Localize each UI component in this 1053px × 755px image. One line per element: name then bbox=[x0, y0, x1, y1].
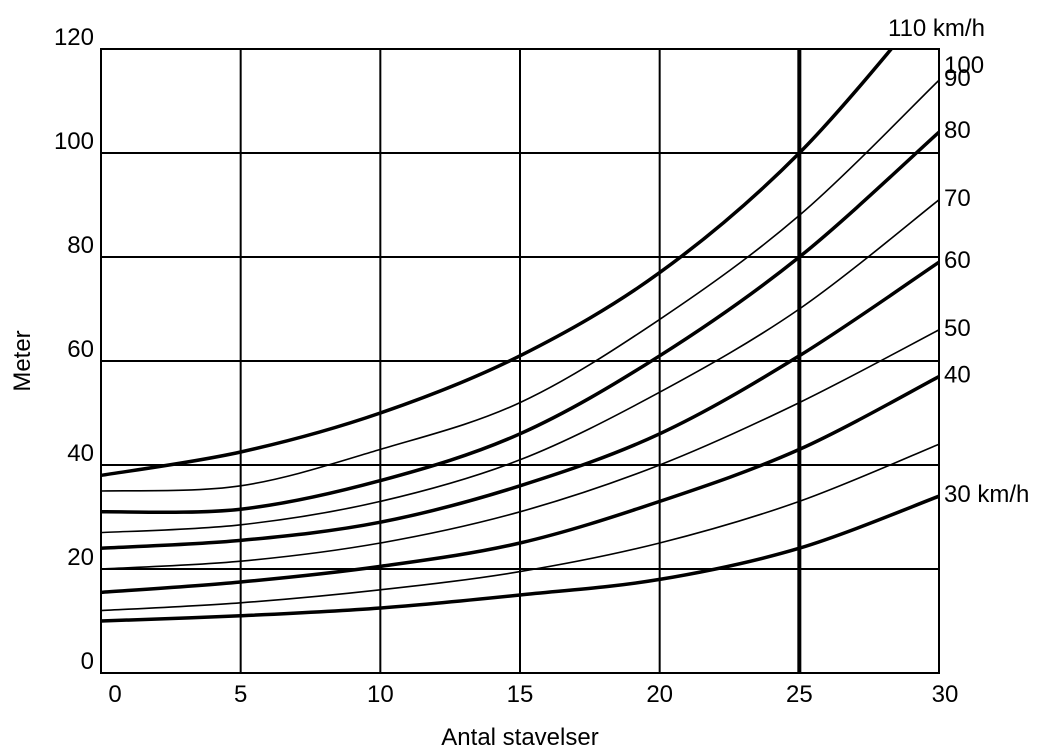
x-axis-title: Antal stavelser bbox=[441, 724, 598, 751]
x-tick-label-25: 25 bbox=[786, 681, 813, 708]
label-layer: 0 5 10 15 20 25 30 0 20 40 60 80 100 120 30 km/h 40 50 60… bbox=[54, 24, 1029, 708]
y-tick-label-100: 100 bbox=[54, 128, 94, 155]
series-label-30-km-h: 30 km/h bbox=[944, 481, 1029, 508]
series-line-100 bbox=[101, 49, 894, 478]
y-tick-label-0: 0 bbox=[81, 648, 94, 675]
y-tick-label-120: 120 bbox=[54, 24, 94, 51]
series-line-50 bbox=[101, 329, 939, 570]
y-tick-label-80: 80 bbox=[67, 232, 94, 259]
x-tick-label-30: 30 bbox=[932, 681, 959, 708]
series-line-90 bbox=[101, 79, 939, 492]
series-line-60 bbox=[101, 260, 939, 550]
x-tick-label-0: 0 bbox=[108, 681, 121, 708]
y-axis-title: Meter bbox=[9, 330, 36, 391]
series-line-unlabeled-1 bbox=[101, 443, 939, 612]
series-label-40: 40 bbox=[944, 362, 971, 389]
grid-layer bbox=[100, 48, 940, 674]
series-label-60: 60 bbox=[944, 247, 971, 274]
x-tick-label-20: 20 bbox=[646, 681, 673, 708]
series-label-90: 90 bbox=[944, 65, 971, 92]
x-tick-label-10: 10 bbox=[367, 681, 394, 708]
series-label-50: 50 bbox=[944, 315, 971, 342]
series-layer bbox=[101, 49, 939, 623]
y-tick-label-20: 20 bbox=[67, 544, 94, 571]
series-line-30-km-h bbox=[101, 494, 939, 623]
plot-frame bbox=[100, 48, 940, 674]
series-line-40 bbox=[101, 374, 939, 595]
x-tick-label-5: 5 bbox=[234, 681, 247, 708]
y-tick-label-60: 60 bbox=[67, 336, 94, 363]
y-tick-label-40: 40 bbox=[67, 440, 94, 467]
series-label-80: 80 bbox=[944, 117, 971, 144]
series-label-100: 100 bbox=[944, 52, 984, 79]
series-label-70: 70 bbox=[944, 185, 971, 212]
series-label-110: 110 km/h bbox=[888, 15, 985, 42]
series-line-70 bbox=[101, 199, 939, 534]
series-line-80 bbox=[101, 130, 939, 515]
x-tick-label-15: 15 bbox=[507, 681, 534, 708]
